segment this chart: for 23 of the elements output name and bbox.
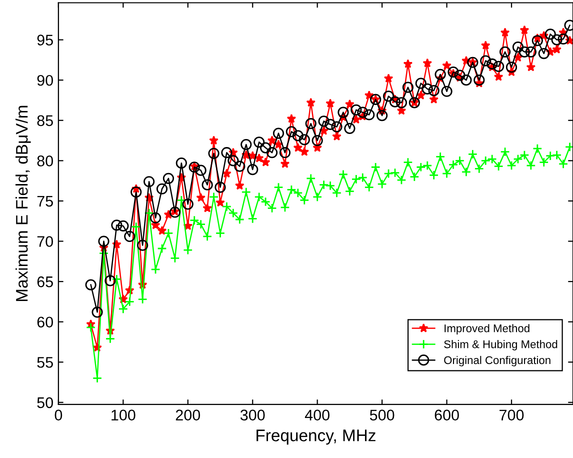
y-tick-label: 90: [37, 74, 53, 86]
x-tick-label: 0: [54, 410, 62, 420]
x-tick-label: 100: [112, 410, 136, 420]
x-tick-label: 600: [434, 410, 459, 420]
y-tick-label: 95: [37, 34, 53, 46]
legend-label: Shim & Hubing Method: [444, 340, 558, 350]
y-tick-label: 50: [37, 397, 53, 408]
legend-label: Improved Method: [444, 324, 530, 334]
x-tick-label: 500: [370, 410, 394, 420]
x-axis-title: Frequency, MHz: [256, 430, 376, 445]
y-tick-label: 60: [37, 316, 53, 328]
y-tick-label: 75: [37, 196, 53, 207]
legend-label: Original Configuration: [444, 356, 550, 366]
y-tick-label: 85: [37, 115, 53, 126]
y-tick-label: 80: [37, 156, 53, 166]
x-tick-label: 700: [500, 410, 524, 420]
x-tick-label: 200: [176, 410, 200, 420]
x-tick-label: 300: [240, 410, 265, 420]
y-tick-label: 70: [37, 236, 53, 247]
x-tick-label: 400: [304, 410, 330, 420]
y-tick-label: 55: [37, 357, 53, 368]
y-tick-label: 65: [37, 276, 53, 288]
y-axis-title: Maximum E Field, dBμV/m: [16, 106, 31, 302]
